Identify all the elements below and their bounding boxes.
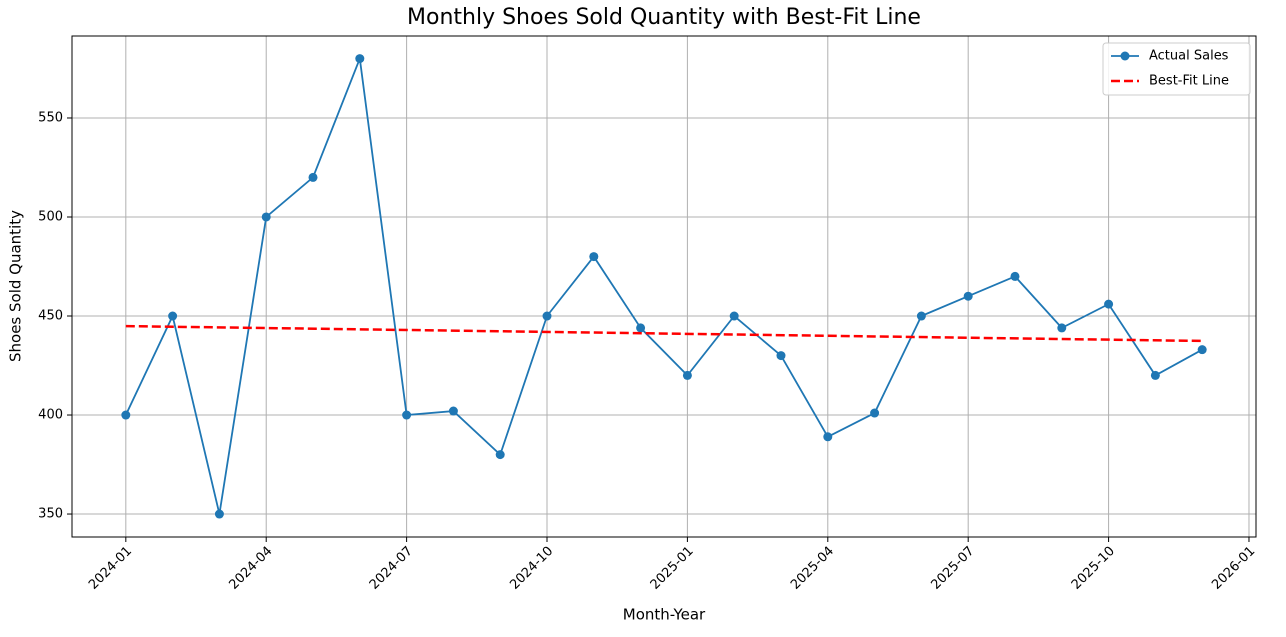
data-point	[636, 323, 646, 333]
x-tick-label: 2025-07	[928, 544, 977, 593]
legend-box	[1102, 42, 1251, 96]
data-point	[963, 291, 973, 301]
data-point	[823, 432, 833, 442]
y-tick-label: 400	[38, 408, 63, 423]
data-point	[1150, 370, 1160, 380]
data-point	[121, 410, 131, 420]
series-line	[125, 324, 1203, 343]
legend-label: Actual Sales	[1149, 49, 1229, 64]
x-tick-label: 2024-04	[226, 544, 275, 593]
data-point	[402, 410, 412, 420]
x-tick-label: 2024-01	[86, 544, 135, 593]
data-point	[542, 311, 552, 321]
data-point	[682, 370, 692, 380]
y-tick-label: 350	[38, 507, 63, 522]
x-tick-label: 2025-04	[788, 544, 837, 593]
plot-frame	[71, 35, 1257, 538]
data-point	[870, 408, 880, 418]
data-point	[1057, 323, 1067, 333]
data-point	[1197, 345, 1207, 355]
x-tick-label: 2024-07	[367, 544, 416, 593]
chart-title: Monthly Shoes Sold Quantity with Best-Fi…	[407, 5, 921, 30]
data-point	[1104, 299, 1114, 309]
data-point	[589, 252, 599, 262]
series-line	[125, 55, 1203, 515]
x-tick-label: 2024-10	[507, 544, 556, 593]
legend: Actual Sales Best-Fit Line	[1102, 42, 1251, 96]
x-tick-label: 2025-10	[1069, 544, 1118, 593]
data-point	[729, 311, 739, 321]
data-point	[214, 509, 224, 519]
legend-marker	[1120, 51, 1130, 61]
data-point	[776, 351, 786, 361]
data-point	[168, 311, 178, 321]
x-tick-label: 2026-01	[1209, 544, 1258, 593]
y-tick-label: 500	[38, 209, 63, 224]
data-point	[916, 311, 926, 321]
x-axis-label: Month-Year	[623, 606, 706, 624]
legend-label: Best-Fit Line	[1149, 74, 1229, 89]
data-point	[448, 406, 458, 416]
data-point	[261, 212, 271, 222]
data-point	[355, 54, 365, 64]
data-point	[495, 450, 505, 460]
data-point	[308, 172, 318, 182]
data-point	[1010, 271, 1020, 281]
x-tick-label: 2025-01	[648, 544, 697, 593]
y-axis-label: Shoes Sold Quantity	[7, 210, 25, 362]
y-tick-label: 450	[38, 309, 63, 324]
y-tick-label: 550	[38, 110, 63, 125]
